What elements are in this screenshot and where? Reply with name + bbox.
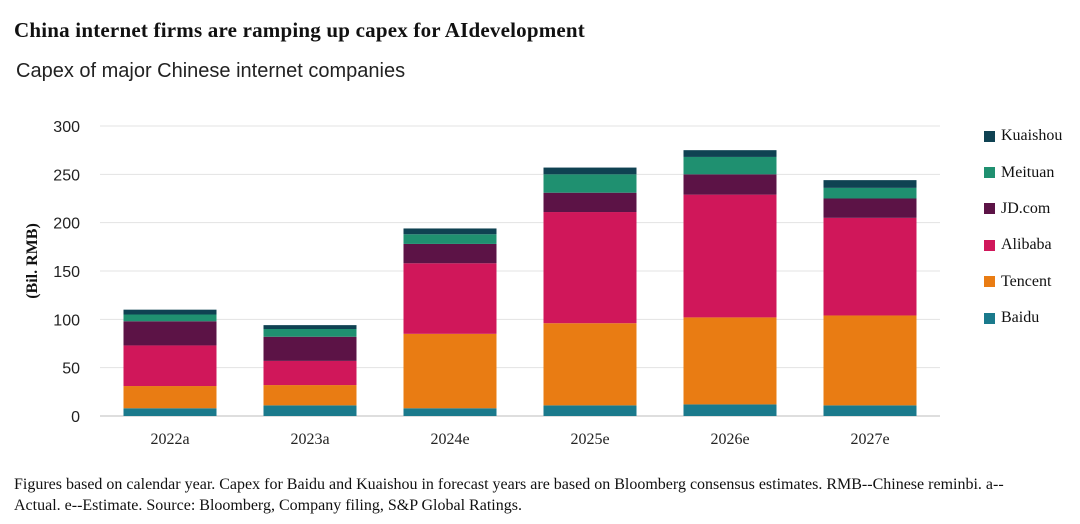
legend-swatch [984,167,995,179]
chart-subtitle: Capex of major Chinese internet companie… [16,60,406,82]
bar-segment-alibaba-2022a [123,345,217,387]
bar-segment-tencent-2023a [263,385,357,406]
x-tick-label: 2027e [850,431,889,448]
legend-item: JD.com [984,191,1080,227]
bar-segment-jd-com-2023a [263,336,357,361]
bar-segment-tencent-2026e [683,317,777,405]
bar-segment-jd-com-2024e [403,243,497,264]
bar-segment-tencent-2022a [123,386,217,409]
bar-segment-tencent-2024e [403,333,497,409]
y-axis-ticks: 0 50 100 150 200 250 300 [53,119,80,426]
bar-segment-meituan-2024e [403,234,497,244]
bar-segment-kuaishou-2027e [823,180,917,188]
bar-segment-baidu-2027e [823,405,917,416]
legend-item: Alibaba [984,227,1080,263]
legend-swatch [984,203,995,215]
bar-segment-meituan-2027e [823,187,917,199]
bar-segment-alibaba-2023a [263,360,357,386]
bar-segment-kuaishou-2022a [123,309,217,315]
legend-label: JD.com [1001,199,1051,217]
bar-segment-alibaba-2026e [683,194,777,318]
bar-segment-kuaishou-2025e [543,167,637,175]
y-tick-label: 150 [53,264,80,281]
bars [123,150,917,416]
bar-segment-alibaba-2024e [403,263,497,334]
gridlines [100,125,940,417]
bar-segment-baidu-2022a [123,408,217,416]
legend-label: Kuaishou [1001,127,1063,145]
legend-item: Tencent [984,264,1080,300]
legend-item: Baidu [984,300,1080,336]
bar-segment-jd-com-2026e [683,174,777,195]
legend-label: Alibaba [1001,236,1052,254]
bar-segment-jd-com-2025e [543,192,637,213]
x-tick-label: 2026e [710,431,749,448]
legend-label: Tencent [1001,272,1052,290]
bar-segment-baidu-2026e [683,404,777,416]
x-axis-ticks: 2022a 2023a 2024e 2025e 2026e 2027e [150,431,889,448]
x-tick-label: 2022a [150,431,189,448]
y-tick-label: 0 [71,409,80,426]
x-tick-label: 2023a [290,431,329,448]
legend-swatch [984,276,995,288]
bar-segment-baidu-2024e [403,408,497,416]
bar-segment-jd-com-2022a [123,321,217,346]
bar-segment-kuaishou-2026e [683,150,777,157]
legend-swatch [984,239,995,251]
footnote: Figures based on calendar year. Capex fo… [14,476,1004,514]
x-tick-label: 2024e [430,431,469,448]
legend: Kuaishou Meituan JD.com Alibaba Tencent Baidu [984,118,1080,336]
legend-item: Kuaishou [984,118,1080,154]
y-tick-label: 50 [62,361,80,378]
bar-segment-meituan-2023a [263,329,357,337]
legend-swatch [984,130,995,142]
bar-segment-alibaba-2025e [543,212,637,324]
y-axis-label: (Bil. RMB) [24,223,41,299]
y-tick-label: 250 [53,167,80,184]
legend-label: Meituan [1001,163,1055,181]
x-tick-label: 2025e [570,431,609,448]
bar-segment-jd-com-2027e [823,198,917,218]
bar-segment-tencent-2027e [823,315,917,406]
legend-item: Meituan [984,154,1080,190]
bar-segment-baidu-2025e [543,405,637,416]
y-tick-label: 100 [53,312,80,329]
bar-segment-baidu-2023a [263,405,357,416]
bar-segment-meituan-2022a [123,314,217,322]
legend-label: Baidu [1001,309,1040,327]
bar-segment-tencent-2025e [543,323,637,406]
y-tick-label: 200 [53,216,80,233]
bar-segment-meituan-2026e [683,156,777,175]
y-tick-label: 300 [53,119,80,136]
legend-swatch [984,312,995,324]
bar-segment-alibaba-2027e [823,217,917,316]
bar-segment-kuaishou-2023a [263,325,357,329]
chart-title: China internet firms are ramping up cape… [14,18,585,42]
bar-segment-meituan-2025e [543,174,637,193]
bar-segment-kuaishou-2024e [403,228,497,235]
